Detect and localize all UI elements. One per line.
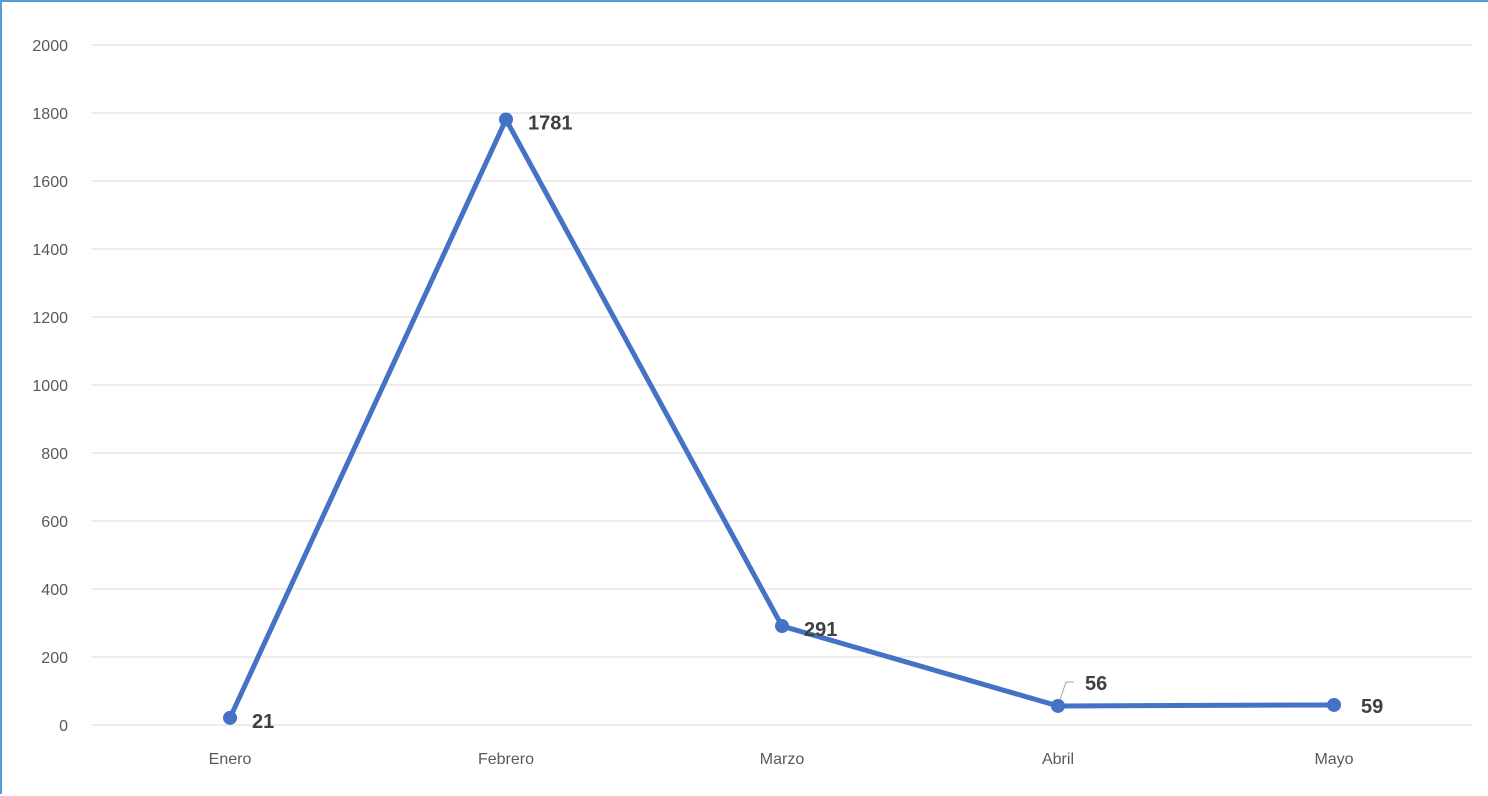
y-tick-label: 600 — [41, 514, 68, 531]
data-label: 59 — [1361, 696, 1383, 718]
x-tick-label: Abril — [1042, 751, 1074, 768]
y-tick-label: 1800 — [32, 106, 68, 123]
x-tick-label: Marzo — [760, 751, 805, 768]
x-tick-label: Mayo — [1314, 751, 1353, 768]
y-tick-label: 0 — [59, 718, 68, 735]
gridlines — [92, 44, 1472, 726]
x-tick-label: Enero — [209, 751, 252, 768]
y-tick-label: 1400 — [32, 242, 68, 259]
data-label-leader-line — [1059, 681, 1074, 701]
x-tick-label: Febrero — [478, 751, 534, 768]
data-point — [775, 619, 789, 634]
data-label: 56 — [1085, 673, 1107, 695]
data-point — [1051, 698, 1065, 713]
series-markers — [223, 112, 1341, 725]
x-axis-tick-labels: Enero Febrero Marzo Abril Mayo — [209, 751, 1354, 768]
data-label: 1781 — [528, 112, 573, 134]
data-point — [223, 710, 237, 725]
y-tick-label: 1000 — [32, 378, 68, 395]
data-point — [499, 112, 513, 127]
y-tick-label: 400 — [41, 582, 68, 599]
y-tick-label: 1200 — [32, 310, 68, 327]
y-tick-label: 200 — [41, 650, 68, 667]
data-labels: 21 1781 291 56 59 — [252, 112, 1383, 732]
data-label: 21 — [252, 711, 274, 733]
y-axis-tick-labels: 0 200 400 600 800 1000 1200 1400 1600 1800 2000 — [32, 38, 68, 735]
y-tick-label: 1600 — [32, 174, 68, 191]
data-label: 291 — [804, 619, 837, 641]
y-tick-label: 800 — [41, 446, 68, 463]
y-tick-label: 2000 — [32, 38, 68, 55]
data-point — [1327, 697, 1341, 712]
